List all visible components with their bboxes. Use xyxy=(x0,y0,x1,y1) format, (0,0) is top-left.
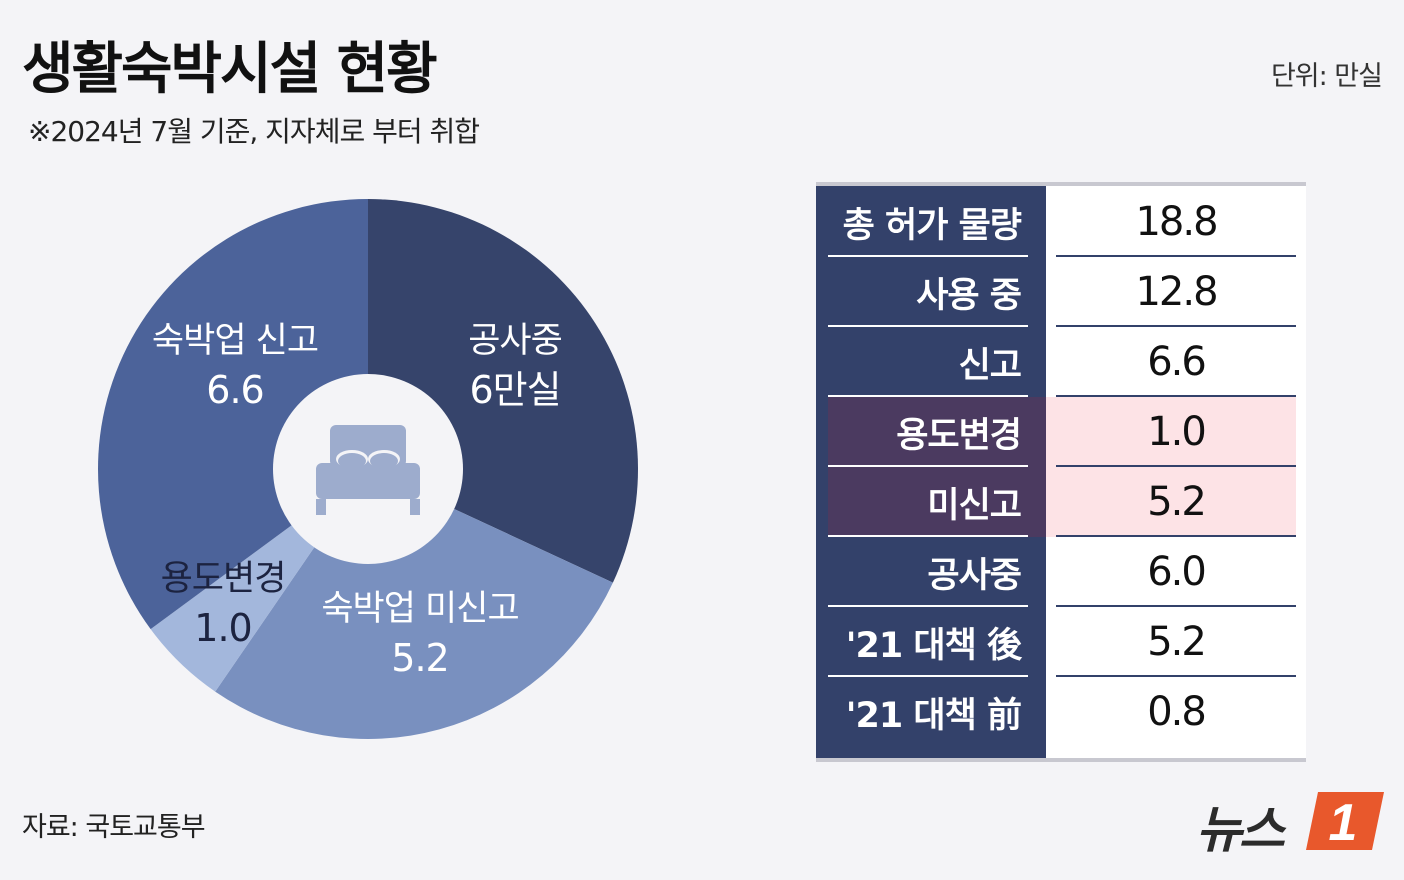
row-divider-right xyxy=(1056,395,1296,397)
pie-label-reported-name: 숙박업 신고 xyxy=(151,321,319,361)
source-credit: 자료: 국토교통부 xyxy=(22,812,206,843)
table-row-value: 1.0 xyxy=(1147,409,1207,455)
row-highlight-value-bg xyxy=(1046,397,1296,467)
table-row: 총 허가 물량 18.8 xyxy=(816,187,1306,257)
table-row-value: 6.6 xyxy=(1147,339,1207,385)
table-row: 용도변경 1.0 xyxy=(816,397,1306,467)
pie-label-conversion: 용도변경 1.0 xyxy=(148,556,298,655)
table-row-value: 12.8 xyxy=(1135,269,1218,315)
page-title: 생활숙박시설 현황 xyxy=(22,37,438,102)
stats-table: 총 허가 물량 18.8 사용 중 12.8 신고 6.6 용도변경 1.0 미신고 5.2 공사중… xyxy=(816,182,1306,762)
table-row-value: 18.8 xyxy=(1135,199,1218,245)
row-divider-left xyxy=(828,325,1028,327)
table-row-label: '21 대책 後 xyxy=(845,625,1022,666)
table-row: 사용 중 12.8 xyxy=(816,257,1306,327)
logo-badge-number: 1 xyxy=(1329,794,1358,852)
row-highlight-value-bg xyxy=(1046,467,1296,537)
subtitle-note: ※2024년 7월 기준, 지자체로 부터 취합 xyxy=(28,115,480,148)
pie-slice-3 xyxy=(98,199,369,630)
row-divider-left xyxy=(828,255,1028,257)
row-divider-right xyxy=(1056,255,1296,257)
table-row: 미신고 5.2 xyxy=(816,467,1306,537)
pie-label-construction-value: 6만실 xyxy=(469,368,561,413)
row-divider-left xyxy=(828,675,1028,677)
unit-label: 단위: 만실 xyxy=(1270,61,1383,92)
row-divider-right xyxy=(1056,325,1296,327)
row-highlight-label-bg xyxy=(828,467,1046,537)
row-divider-right xyxy=(1056,465,1296,467)
table-row-value: 5.2 xyxy=(1147,619,1207,665)
pie-label-construction-name: 공사중 xyxy=(468,321,563,361)
table-row-label: 미신고 xyxy=(927,485,1022,526)
row-divider-left xyxy=(828,605,1028,607)
pie-label-reported: 숙박업 신고 6.6 xyxy=(130,318,340,417)
pie-label-reported-value: 6.6 xyxy=(206,368,264,413)
news1-logo: 뉴스 1 xyxy=(1196,784,1388,859)
pie-label-conversion-name: 용도변경 xyxy=(160,559,287,599)
table-row: '21 대책 後 5.2 xyxy=(816,607,1306,677)
row-divider-right xyxy=(1056,535,1296,537)
table-row: 공사중 6.0 xyxy=(816,537,1306,607)
row-divider-left xyxy=(828,535,1028,537)
row-divider-left xyxy=(828,465,1028,467)
table-row-label: '21 대책 前 xyxy=(845,695,1022,736)
bed-icon xyxy=(316,425,420,515)
row-divider-right xyxy=(1056,675,1296,677)
pie-slice-1 xyxy=(215,469,613,740)
table-row: 신고 6.6 xyxy=(816,327,1306,397)
pie-label-conversion-value: 1.0 xyxy=(194,606,252,651)
row-divider-left xyxy=(828,395,1028,397)
table-row-label: 사용 중 xyxy=(916,275,1022,316)
table-row: '21 대책 前 0.8 xyxy=(816,677,1306,747)
table-row-value: 5.2 xyxy=(1147,479,1207,525)
table-row-label: 공사중 xyxy=(927,555,1022,596)
table-row-label: 신고 xyxy=(958,345,1022,386)
pie-label-unreported-name: 숙박업 미신고 xyxy=(321,589,519,629)
logo-text: 뉴스 xyxy=(1196,801,1285,859)
pie-label-unreported-value: 5.2 xyxy=(391,636,449,681)
table-row-label: 용도변경 xyxy=(896,415,1022,456)
row-divider-right xyxy=(1056,605,1296,607)
row-highlight-label-bg xyxy=(828,397,1046,467)
table-row-value: 6.0 xyxy=(1147,549,1207,595)
logo-badge: 1 xyxy=(1306,792,1384,852)
pie-label-unreported: 숙박업 미신고 5.2 xyxy=(300,586,540,685)
table-row-value: 0.8 xyxy=(1147,689,1207,735)
table-row-label: 총 허가 물량 xyxy=(842,205,1022,246)
pie-label-construction: 공사중 6만실 xyxy=(440,318,590,417)
